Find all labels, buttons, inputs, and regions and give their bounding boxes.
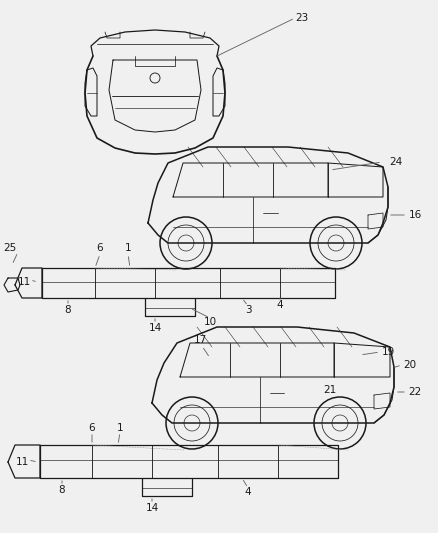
Text: 4: 4 <box>245 487 251 497</box>
Text: 8: 8 <box>65 305 71 315</box>
Text: 22: 22 <box>408 387 422 397</box>
Text: 10: 10 <box>203 317 216 327</box>
Text: 11: 11 <box>15 457 28 467</box>
Text: 23: 23 <box>295 13 309 23</box>
Text: 1: 1 <box>117 423 124 433</box>
Text: 4: 4 <box>277 300 283 310</box>
Text: 14: 14 <box>148 323 162 333</box>
Text: 6: 6 <box>97 243 103 253</box>
Text: 20: 20 <box>403 360 417 370</box>
Text: 17: 17 <box>193 335 207 345</box>
Text: 3: 3 <box>245 305 251 315</box>
Text: 24: 24 <box>389 157 403 167</box>
Text: 19: 19 <box>381 347 395 357</box>
Text: 11: 11 <box>18 277 31 287</box>
Text: 21: 21 <box>323 385 337 395</box>
Text: 8: 8 <box>59 485 65 495</box>
Text: 6: 6 <box>88 423 95 433</box>
Text: 1: 1 <box>125 243 131 253</box>
Text: 25: 25 <box>4 243 17 253</box>
Text: 14: 14 <box>145 503 159 513</box>
Text: 16: 16 <box>408 210 422 220</box>
